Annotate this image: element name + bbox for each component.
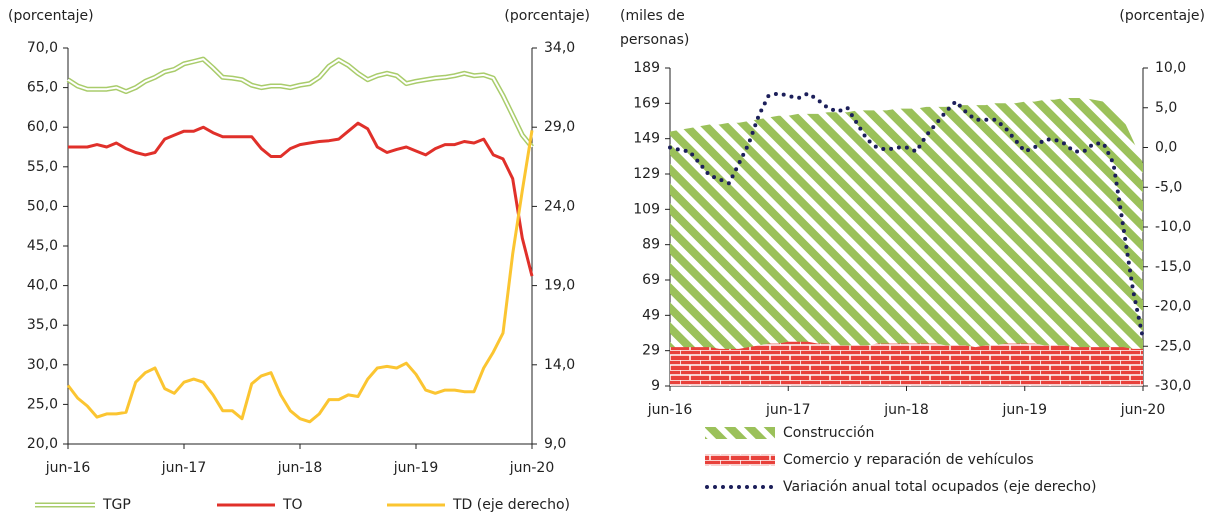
series-line — [66, 130, 534, 424]
y-tick-label: 109 — [633, 201, 660, 217]
y2-tick-label: 24,0 — [544, 198, 575, 214]
y2-axis-label: (porcentaje) — [1119, 8, 1205, 24]
legend-label: TD (eje derecho) — [452, 497, 570, 513]
x-tick-label: jun-18 — [883, 402, 929, 418]
y-tick-label: 149 — [633, 131, 660, 147]
y2-tick-label: -30,0 — [1155, 378, 1191, 394]
x-tick-label: jun-20 — [509, 460, 555, 476]
y2-tick-label: 5,0 — [1155, 100, 1177, 116]
x-tick-label: jun-16 — [45, 460, 91, 476]
y-tick-label: 50,0 — [27, 198, 58, 214]
x-tick-label: jun-19 — [393, 460, 439, 476]
y-axis-label: (miles de personas) — [620, 8, 690, 48]
series-area — [670, 98, 1143, 386]
y-tick-label: 40,0 — [27, 278, 58, 294]
x-tick-label: jun-18 — [277, 460, 323, 476]
y2-tick-label: 19,0 — [544, 278, 575, 294]
legend-label: Comercio y reparación de vehículos — [783, 452, 1034, 468]
x-tick-label: jun-16 — [647, 402, 693, 418]
y-tick-label: 49 — [642, 307, 660, 323]
y2-tick-label: 14,0 — [544, 357, 575, 373]
y-tick-label: 60,0 — [27, 119, 58, 135]
y2-tick-label: 10,0 — [1155, 60, 1186, 76]
y-tick-label: 20,0 — [27, 436, 58, 452]
legend-swatch — [705, 427, 775, 439]
y-tick-label: 129 — [633, 166, 660, 182]
y2-tick-label: 9,0 — [544, 436, 566, 452]
y-tick-label: 169 — [633, 95, 660, 111]
y2-tick-label: 34,0 — [544, 40, 575, 56]
y-tick-label: 29 — [642, 343, 660, 359]
y2-tick-label: 29,0 — [544, 119, 575, 135]
y-tick-label: 65,0 — [27, 80, 58, 96]
legend-label: TO — [282, 497, 303, 513]
y-tick-label: 9 — [651, 378, 660, 394]
y2-tick-label: -15,0 — [1155, 259, 1191, 275]
legend-swatch — [705, 454, 775, 466]
x-tick-label: jun-17 — [161, 460, 207, 476]
series-line-inner — [67, 58, 533, 148]
x-tick-label: jun-19 — [1001, 402, 1047, 418]
y2-tick-label: -10,0 — [1155, 219, 1191, 235]
x-tick-label: jun-20 — [1120, 402, 1166, 418]
x-tick-label: jun-17 — [765, 402, 811, 418]
y2-tick-label: -25,0 — [1155, 338, 1191, 354]
legend-label: Construcción — [783, 425, 874, 441]
y-tick-label: 69 — [642, 272, 660, 288]
series-line — [668, 91, 1145, 341]
legend-label: Variación anual total ocupados (eje dere… — [783, 479, 1096, 495]
y-tick-label: 25,0 — [27, 396, 58, 412]
y-tick-label: 189 — [633, 60, 660, 76]
y2-tick-label: 0,0 — [1155, 140, 1177, 156]
y-tick-label: 45,0 — [27, 238, 58, 254]
series-area — [670, 341, 1143, 386]
y2-axis-label: (porcentaje) — [504, 8, 590, 24]
y-tick-label: 70,0 — [27, 40, 58, 56]
y2-tick-label: -5,0 — [1155, 179, 1182, 195]
y-tick-label: 35,0 — [27, 317, 58, 333]
series-line — [66, 56, 534, 149]
y-tick-label: 89 — [642, 237, 660, 253]
legend-label: TGP — [102, 497, 131, 513]
y-axis-label: (porcentaje) — [8, 8, 94, 24]
y-tick-label: 30,0 — [27, 357, 58, 373]
y2-tick-label: -20,0 — [1155, 299, 1191, 315]
series-line — [68, 121, 534, 277]
y-tick-label: 55,0 — [27, 159, 58, 175]
